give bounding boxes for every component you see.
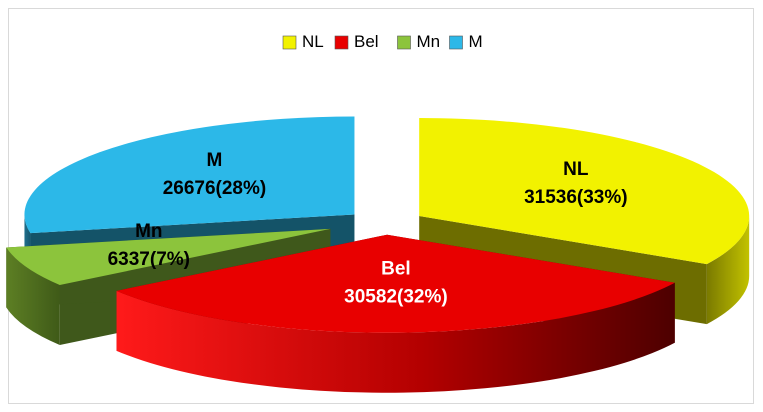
legend-swatch-mn bbox=[397, 35, 411, 50]
slice-side-mn bbox=[6, 247, 60, 345]
legend-swatch-bel bbox=[334, 35, 349, 50]
legend-item-m: M bbox=[449, 32, 483, 51]
legend-label-bel: Bel bbox=[354, 32, 379, 51]
legend-item-mn: Mn bbox=[397, 32, 441, 51]
legend-item-bel: Bel bbox=[334, 32, 379, 51]
data-label-nl: NL 31536(33%) bbox=[524, 159, 628, 208]
data-label-value-bel: 30582(32%) bbox=[344, 287, 448, 308]
data-label-category-bel: Bel bbox=[381, 259, 411, 280]
data-label-category-m: M bbox=[207, 150, 223, 171]
slice-side-nl bbox=[706, 216, 750, 325]
data-label-value-nl: 31536(33%) bbox=[524, 187, 628, 208]
legend-item-nl: NL bbox=[282, 32, 324, 51]
slice-top-bel bbox=[116, 234, 675, 333]
data-label-category-nl: NL bbox=[563, 159, 589, 180]
slice-top-mn bbox=[6, 228, 331, 285]
data-label-value-mn: 6337(7%) bbox=[108, 249, 190, 270]
legend-swatch-m bbox=[449, 35, 463, 50]
legend-label-mn: Mn bbox=[417, 32, 441, 51]
slice-top-m bbox=[24, 116, 355, 234]
data-label-category-mn: Mn bbox=[135, 221, 162, 242]
slice-side-bel bbox=[116, 282, 675, 393]
data-label-mn: Mn 6337(7%) bbox=[108, 221, 190, 270]
data-label-value-m: 26676(28%) bbox=[163, 178, 267, 199]
data-label-bel: Bel 30582(32%) bbox=[344, 259, 448, 308]
legend-swatch-nl bbox=[282, 35, 297, 50]
legend-label-nl: NL bbox=[302, 32, 324, 51]
legend-label-m: M bbox=[469, 32, 483, 51]
data-label-m: M 26676(28%) bbox=[163, 150, 267, 199]
slice-top-nl bbox=[419, 118, 750, 265]
